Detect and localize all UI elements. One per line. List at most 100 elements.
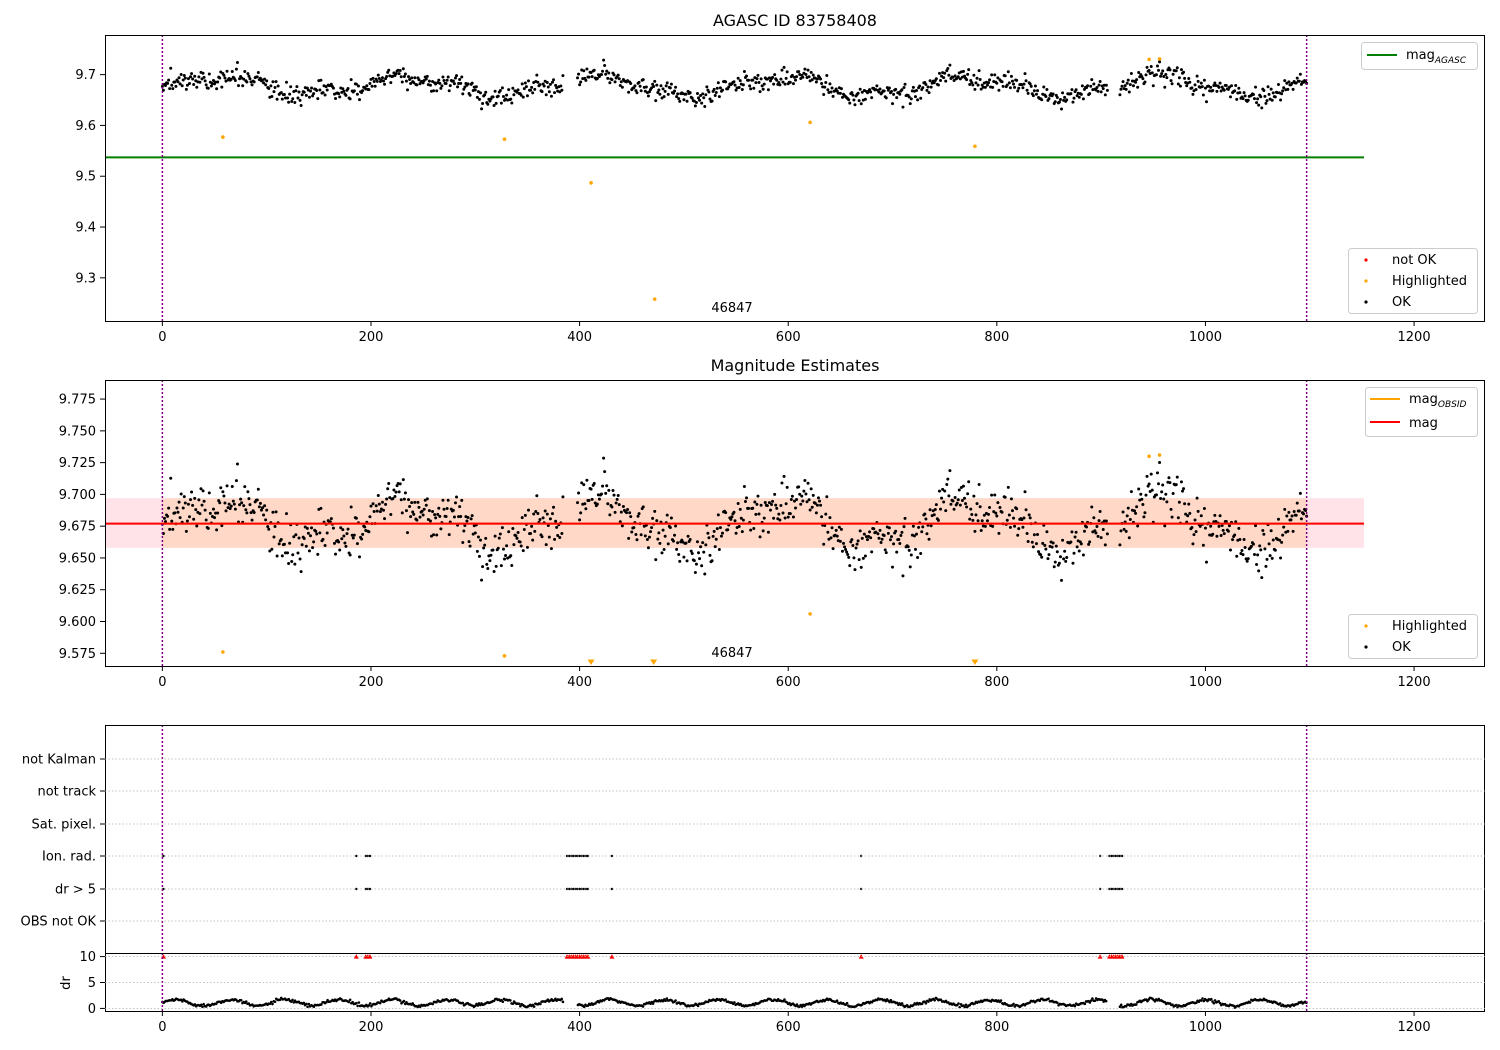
ok-point xyxy=(615,497,619,501)
ok-point xyxy=(223,76,227,80)
ok-point xyxy=(228,507,232,511)
ok-point xyxy=(561,495,565,499)
ok-point xyxy=(451,508,455,512)
dr-point xyxy=(307,1002,311,1006)
ok-point xyxy=(415,83,419,87)
ok-point xyxy=(1105,88,1109,92)
ok-point xyxy=(1077,95,1081,99)
ok-point xyxy=(1055,96,1059,100)
ok-point xyxy=(1104,83,1108,87)
panel1-ytick-label: 9.4 xyxy=(75,221,96,236)
ok-point xyxy=(171,87,175,91)
ok-point xyxy=(1005,83,1009,87)
ok-point xyxy=(662,548,666,552)
ok-point xyxy=(814,511,818,515)
ok-point xyxy=(496,94,500,98)
ok-point xyxy=(960,499,964,503)
ok-point xyxy=(461,541,465,545)
ok-point xyxy=(736,502,740,506)
ok-point xyxy=(791,515,795,519)
ok-point xyxy=(701,92,705,96)
ok-point xyxy=(1125,514,1129,518)
ok-point xyxy=(1053,100,1057,104)
ok-point xyxy=(788,512,792,516)
dr-point xyxy=(753,1003,756,1007)
ok-point xyxy=(806,68,810,72)
panel3-xtick-label: 1200 xyxy=(1398,1020,1431,1035)
ok-point xyxy=(1291,87,1295,91)
dr-point xyxy=(1047,997,1050,1000)
ok-point xyxy=(267,527,271,531)
ok-point xyxy=(198,512,202,516)
ok-point xyxy=(1279,556,1283,560)
ok-point xyxy=(978,78,982,82)
ok-point xyxy=(850,538,854,542)
ok-point xyxy=(1093,529,1097,533)
ok-point xyxy=(1282,86,1286,90)
ok-point xyxy=(1254,524,1258,528)
ok-point xyxy=(1285,514,1289,518)
ok-point xyxy=(657,88,661,92)
ok-point xyxy=(1279,98,1283,102)
dr-point xyxy=(999,999,1003,1002)
ok-point xyxy=(1227,524,1231,528)
dr-point xyxy=(800,1005,804,1008)
ok-point xyxy=(425,74,429,78)
ok-point xyxy=(1243,546,1247,550)
dr-point xyxy=(651,1002,655,1005)
ok-point xyxy=(1026,539,1030,543)
ok-point xyxy=(294,89,298,93)
ok-point xyxy=(929,524,933,528)
ok-point xyxy=(1167,476,1171,480)
ok-point xyxy=(826,530,830,534)
ok-point xyxy=(213,516,217,520)
ok-point xyxy=(1176,516,1180,520)
ok-point xyxy=(521,549,525,553)
ok-point xyxy=(1008,86,1012,90)
ok-point xyxy=(437,506,441,510)
ok-point xyxy=(1270,556,1274,560)
flagged-point xyxy=(364,887,367,891)
ok-point xyxy=(1185,84,1189,88)
ok-point xyxy=(700,101,704,105)
ok-point xyxy=(895,96,899,100)
panel1-xtick-label: 400 xyxy=(567,330,592,345)
ok-point xyxy=(473,88,477,92)
ok-point xyxy=(734,88,738,92)
ok-point xyxy=(354,82,358,86)
ok-point xyxy=(526,508,530,512)
ok-point xyxy=(1053,560,1057,564)
ok-point xyxy=(358,98,362,102)
panel2-line-legend: magOBSID mag xyxy=(1365,387,1478,437)
ok-point xyxy=(1025,88,1029,92)
ok-point xyxy=(400,80,404,84)
ok-point xyxy=(1141,77,1145,81)
ok-point xyxy=(477,554,481,558)
ok-point xyxy=(368,82,372,86)
ok-point xyxy=(501,547,505,551)
panel2-ytick-label: 9.775 xyxy=(59,393,96,408)
ok-point xyxy=(908,565,912,569)
ok-point xyxy=(605,484,609,488)
ok-point xyxy=(1271,538,1275,542)
agasc-magnitude-panel: AGASC ID 83758408 46847 0 200 400 600 800 100… xyxy=(75,11,1485,345)
ok-point xyxy=(264,518,268,522)
legend-mag-label: mag xyxy=(1409,416,1438,431)
flagged-point xyxy=(582,887,585,891)
ok-point xyxy=(953,74,957,78)
ok-point xyxy=(713,93,717,97)
ok-point xyxy=(1195,496,1199,500)
ok-point xyxy=(536,80,540,84)
ok-point xyxy=(1187,502,1191,506)
ok-point xyxy=(940,496,944,500)
ok-point xyxy=(1171,72,1175,76)
legend2-highlighted-marker xyxy=(1364,624,1368,628)
ok-point xyxy=(1012,82,1016,86)
ok-point xyxy=(818,499,822,503)
ok-point xyxy=(1007,81,1011,85)
ok-point xyxy=(1246,557,1250,561)
ok-point xyxy=(219,70,223,74)
ok-point xyxy=(509,554,513,558)
ok-point xyxy=(1036,533,1040,537)
ok-point xyxy=(1302,512,1306,516)
